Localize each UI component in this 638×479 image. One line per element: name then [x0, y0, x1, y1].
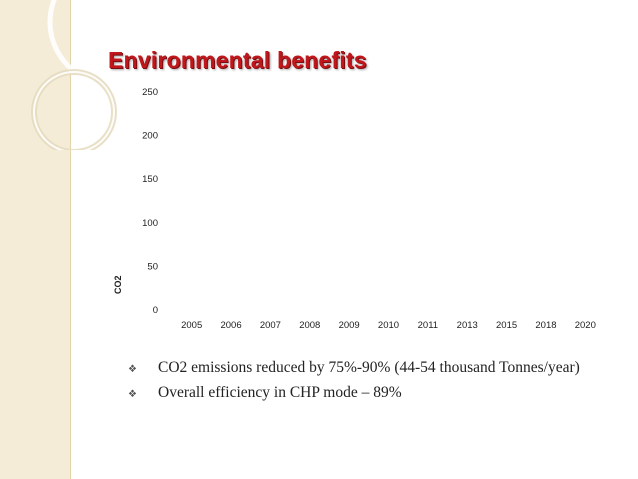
- slide-title: Environmental benefits: [108, 47, 367, 73]
- x-tick-label: 2010: [378, 320, 399, 331]
- side-decor-band: [0, 0, 71, 479]
- x-tick-label: 2015: [496, 320, 517, 331]
- x-tick-label: 2018: [535, 320, 556, 331]
- y-tick-label: 0: [153, 305, 158, 316]
- y-tick-label: 50: [147, 261, 158, 272]
- x-tick-label: 2005: [181, 320, 202, 331]
- x-tick-label: 2013: [457, 320, 478, 331]
- bullet-list: ❖ CO2 emissions reduced by 75%-90% (44-5…: [128, 359, 580, 409]
- x-tick-label: 2020: [575, 320, 596, 331]
- bullet-item: ❖ Overall efficiency in CHP mode – 89%: [128, 384, 580, 402]
- bullet-text: CO2 emissions reduced by 75%-90% (44-54 …: [158, 359, 580, 376]
- y-tick-label: 250: [142, 87, 158, 98]
- x-tick-label: 2008: [299, 320, 320, 331]
- x-tick-label: 2009: [339, 320, 360, 331]
- x-tick-label: 2006: [220, 320, 241, 331]
- decorative-circles-icon: [31, 0, 170, 150]
- y-tick-label: 150: [142, 174, 158, 185]
- x-tick-label: 2007: [260, 320, 281, 331]
- bullet-item: ❖ CO2 emissions reduced by 75%-90% (44-5…: [128, 359, 580, 377]
- x-tick-label: 2011: [418, 320, 438, 331]
- y-tick-label: 200: [142, 131, 158, 142]
- y-axis-label: CO2: [113, 275, 123, 294]
- bullet-text: Overall efficiency in CHP mode – 89%: [158, 384, 402, 401]
- y-tick-label: 100: [142, 218, 158, 229]
- diamond-bullet-icon: ❖: [128, 364, 137, 375]
- diamond-bullet-icon: ❖: [128, 389, 137, 400]
